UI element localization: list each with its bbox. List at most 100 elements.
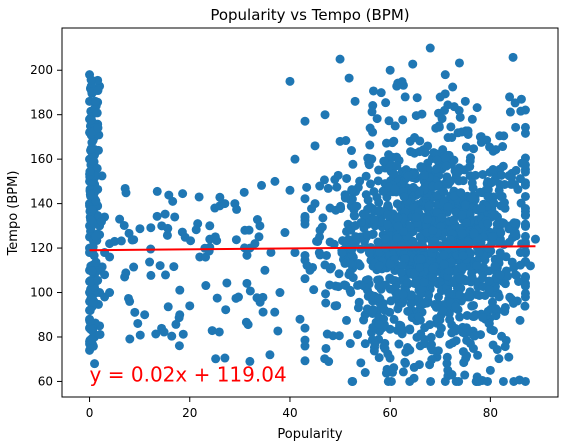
scatter-point xyxy=(273,326,283,336)
scatter-point xyxy=(171,319,181,329)
scatter-point xyxy=(86,115,96,125)
scatter-point xyxy=(90,359,100,369)
scatter-point xyxy=(346,146,356,156)
scatter-point xyxy=(220,353,230,363)
scatter-point xyxy=(411,111,421,121)
regression-layer: y = 0.02x + 119.04 xyxy=(89,245,536,386)
scatter-point xyxy=(368,305,378,315)
scatter-point xyxy=(460,96,470,106)
scatter-point xyxy=(507,173,517,183)
scatter-point xyxy=(415,147,425,157)
scatter-point xyxy=(448,82,458,92)
scatter-point xyxy=(374,261,384,271)
scatter-point xyxy=(431,164,441,174)
scatter-point xyxy=(437,213,447,223)
scatter-point xyxy=(152,186,162,196)
scatter-point xyxy=(212,293,222,303)
scatter-point xyxy=(88,297,98,307)
scatter-point xyxy=(383,376,393,386)
scatter-point xyxy=(191,225,201,235)
scatter-point xyxy=(339,280,349,290)
scatter-point xyxy=(495,270,505,280)
scatter-point xyxy=(398,115,408,125)
scatter-point xyxy=(447,328,457,338)
scatter-point xyxy=(167,331,177,341)
scatter-point xyxy=(341,315,351,325)
scatter-point xyxy=(428,264,438,274)
scatter-point xyxy=(231,235,241,245)
scatter-point xyxy=(295,314,305,324)
scatter-point xyxy=(514,276,524,286)
scatter-point xyxy=(135,330,145,340)
x-axis-label: Popularity xyxy=(277,427,342,442)
scatter-point xyxy=(468,344,478,354)
scatter-point xyxy=(86,325,96,335)
scatter-point xyxy=(325,264,335,274)
scatter-point xyxy=(376,88,386,98)
scatter-point xyxy=(506,179,516,189)
scatter-point xyxy=(222,278,232,288)
scatter-point xyxy=(516,94,526,104)
scatter-point xyxy=(520,122,530,132)
scatter-point xyxy=(488,340,498,350)
scatter-point xyxy=(204,246,214,256)
scatter-point xyxy=(285,76,295,86)
scatter-point xyxy=(300,250,310,260)
scatter-point xyxy=(389,314,399,324)
scatter-point xyxy=(170,212,180,222)
scatter-point xyxy=(324,357,334,367)
scatter-point xyxy=(290,154,300,164)
scatter-point xyxy=(368,86,378,96)
scatter-point xyxy=(155,261,165,271)
scatter-point xyxy=(337,248,347,258)
scatter-point xyxy=(392,161,402,171)
x-tick-label: 80 xyxy=(483,406,498,420)
x-tick-label: 40 xyxy=(282,406,297,420)
scatter-point xyxy=(442,352,452,362)
scatter-point xyxy=(86,223,96,233)
scatter-point xyxy=(300,323,310,333)
scatter-point xyxy=(212,236,222,246)
scatter-point xyxy=(385,307,395,317)
scatter-point xyxy=(455,290,465,300)
scatter-point xyxy=(211,354,221,364)
scatter-point xyxy=(335,54,345,64)
scatter-point xyxy=(405,325,415,335)
scatter-point xyxy=(342,173,352,183)
scatter-point xyxy=(360,339,370,349)
scatter-point xyxy=(483,376,493,386)
scatter-point xyxy=(164,190,174,200)
scatter-point xyxy=(504,237,514,247)
scatter-point xyxy=(380,234,390,244)
scatter-point xyxy=(392,233,402,243)
scatter-point xyxy=(214,327,224,337)
scatter-point xyxy=(347,376,357,386)
scatter-point xyxy=(317,222,327,232)
scatter-point xyxy=(498,376,508,386)
scatter-point xyxy=(428,272,438,282)
scatter-point xyxy=(340,193,350,203)
scatter-point xyxy=(221,305,231,315)
scatter-point xyxy=(352,201,362,211)
scatter-point xyxy=(411,212,421,222)
scatter-point xyxy=(333,170,343,180)
scatter-point xyxy=(399,192,409,202)
scatter-point xyxy=(161,270,171,280)
scatter-point xyxy=(419,277,429,287)
scatter-point xyxy=(121,188,131,198)
scatter-point xyxy=(469,228,479,238)
scatter-point xyxy=(515,315,525,325)
scatter-point xyxy=(424,290,434,300)
scatter-point xyxy=(373,275,383,285)
scatter-point xyxy=(347,185,357,195)
scatter-point xyxy=(469,331,479,341)
scatter-point xyxy=(445,315,455,325)
scatter-point xyxy=(455,274,465,284)
scatter-point xyxy=(110,236,120,246)
scatter-point xyxy=(435,92,445,102)
scatter-point xyxy=(105,252,115,262)
scatter-point xyxy=(359,315,369,325)
scatter-point xyxy=(460,370,470,380)
chart-title: Popularity vs Tempo (BPM) xyxy=(210,6,409,24)
